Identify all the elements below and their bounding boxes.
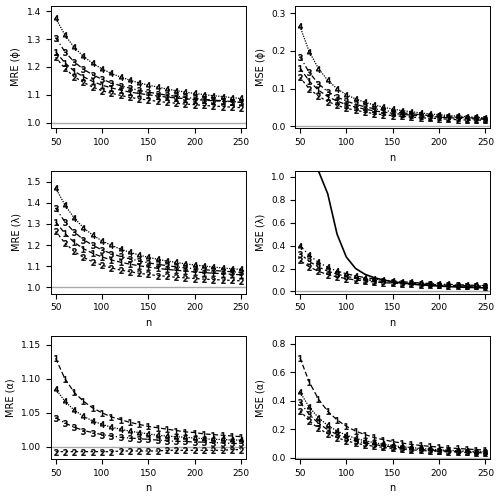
- Y-axis label: MSE (λ): MSE (λ): [256, 214, 266, 251]
- X-axis label: n: n: [145, 484, 152, 494]
- Y-axis label: MRE (ϕ): MRE (ϕ): [12, 47, 22, 86]
- X-axis label: n: n: [390, 318, 396, 328]
- Y-axis label: MRE (α): MRE (α): [6, 378, 16, 417]
- Y-axis label: MSE (α): MSE (α): [256, 379, 266, 417]
- Y-axis label: MRE (λ): MRE (λ): [12, 214, 22, 251]
- X-axis label: n: n: [145, 318, 152, 328]
- X-axis label: n: n: [390, 484, 396, 494]
- Y-axis label: MSE (ϕ): MSE (ϕ): [256, 48, 266, 86]
- X-axis label: n: n: [145, 153, 152, 163]
- X-axis label: n: n: [390, 153, 396, 163]
